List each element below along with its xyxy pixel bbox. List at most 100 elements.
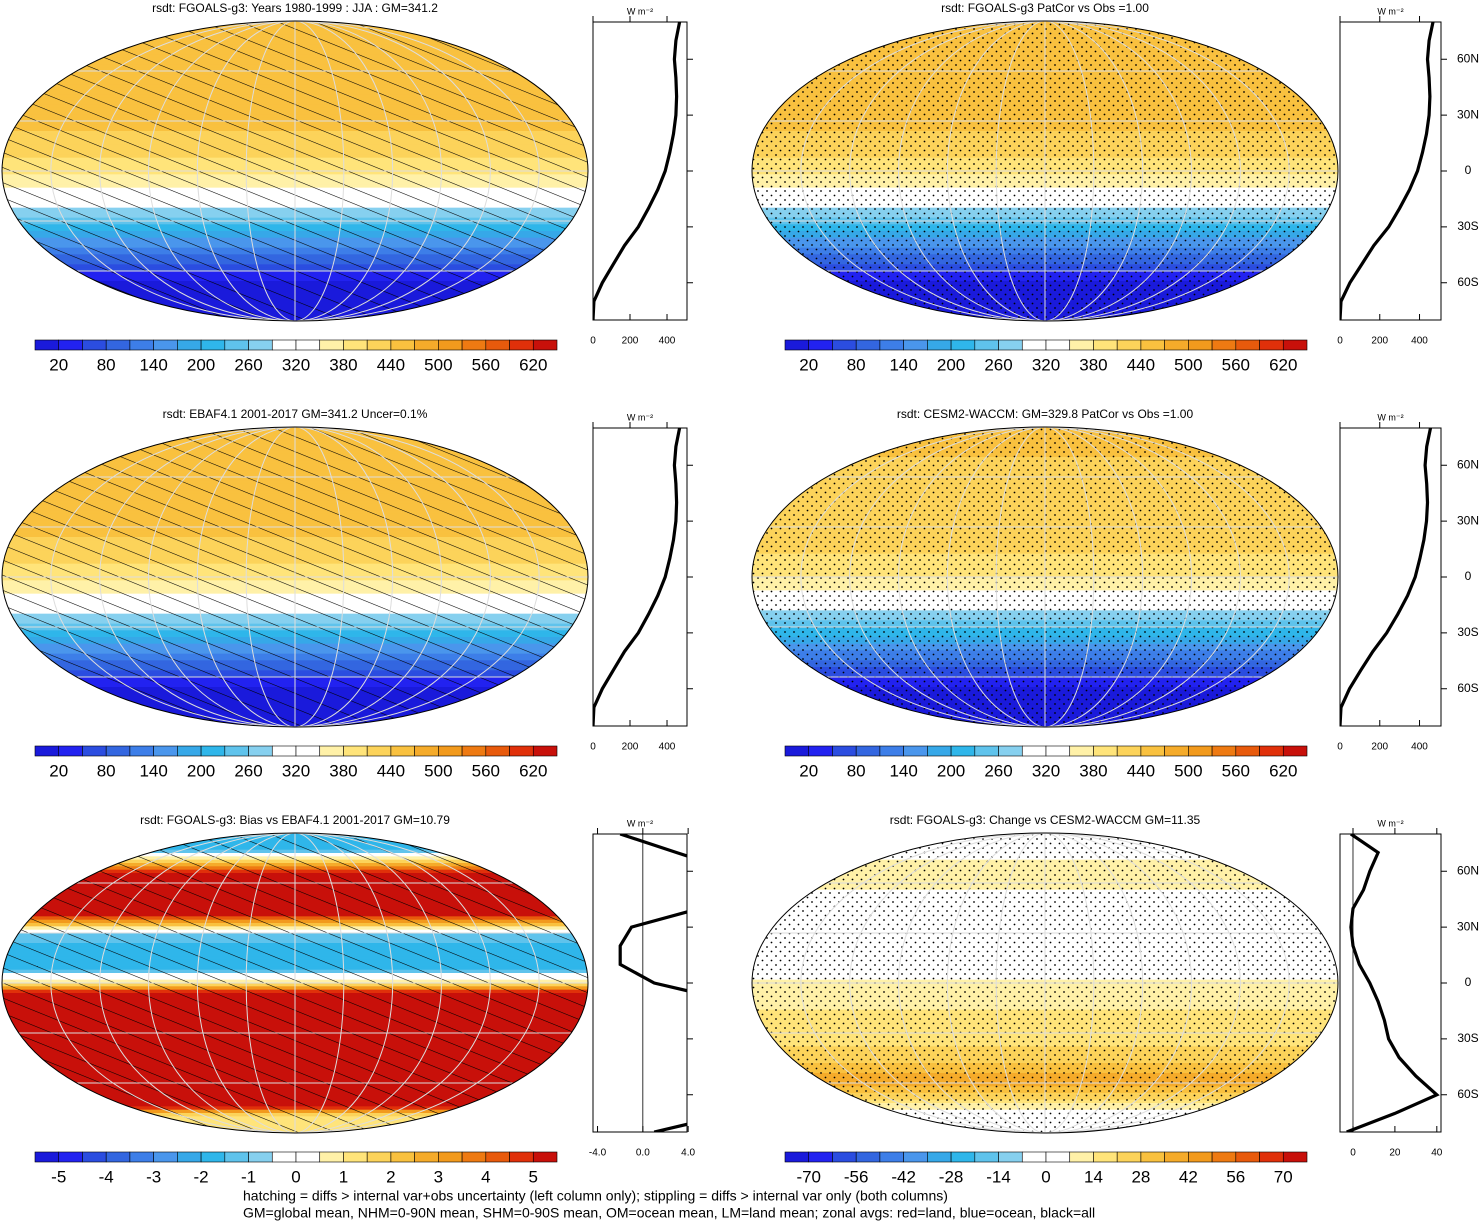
colorbar-box [532, 1151, 558, 1163]
colorbar-label: 3 [434, 1167, 443, 1186]
colorbar-box [903, 745, 928, 757]
y-tick-label: 60N [1457, 457, 1479, 471]
colorbar-box [1140, 339, 1165, 351]
colorbar-box [998, 339, 1023, 351]
colorbar-label: -2 [194, 1167, 209, 1186]
colorbar-box [1069, 339, 1094, 351]
meridian [245, 427, 345, 727]
colorbar-box [105, 1151, 131, 1163]
colorbar-box [177, 1151, 202, 1163]
colorbar-box [461, 339, 487, 351]
meridian [800, 21, 1290, 321]
zonal-mean-line [1340, 428, 1433, 726]
x-tick-label: 200 [1371, 742, 1388, 753]
colorbar-label: 320 [282, 761, 310, 780]
colorbar-box [1021, 339, 1047, 351]
colorbar-box [248, 745, 273, 757]
colorbar-box [784, 339, 810, 351]
colorbar-box [1259, 745, 1284, 757]
meridian [898, 427, 1192, 727]
zonal-mean-line [618, 834, 687, 1132]
colorbar-label: 0 [1041, 1167, 1050, 1186]
colorbar-box [1188, 745, 1213, 757]
colorbar-box [414, 1151, 439, 1163]
colorbar-box [105, 339, 131, 351]
colorbar-box [1282, 339, 1308, 351]
colorbar-box [974, 1151, 999, 1163]
colorbar-box [319, 745, 344, 757]
colorbar-box [1140, 745, 1165, 757]
colorbar-box [509, 339, 534, 351]
map-outline [1, 426, 589, 728]
map-title: rsdt: FGOALS-g3: Years 1980-1999 : JJA :… [152, 1, 438, 15]
meridian [50, 21, 540, 321]
colorbar-label: 620 [1269, 355, 1297, 374]
meridian [196, 833, 394, 1133]
colorbar-label: 320 [282, 355, 310, 374]
colorbar-label: 440 [1127, 355, 1155, 374]
map [752, 21, 1338, 321]
colorbar-label: 20 [49, 355, 68, 374]
profile-frame [592, 21, 688, 321]
x-tick-label: 20 [1389, 1148, 1401, 1159]
colorbar-label: 500 [424, 355, 452, 374]
colorbar-label: -56 [844, 1167, 869, 1186]
colorbar-label: 260 [984, 355, 1012, 374]
colorbar-box [343, 745, 368, 757]
colorbar-label: 56 [1226, 1167, 1245, 1186]
meridian [898, 833, 1192, 1133]
y-tick-label: 60N [1457, 863, 1479, 877]
colorbar-label: 500 [1174, 761, 1202, 780]
x-tick-label: 200 [622, 742, 639, 753]
y-tick-label: 30S [1457, 625, 1478, 639]
colorbar-box [1282, 745, 1308, 757]
colorbar-label: 28 [1131, 1167, 1150, 1186]
x-tick-label: 200 [622, 336, 639, 347]
colorbar-label: -1 [241, 1167, 256, 1186]
colorbar-box [950, 745, 976, 757]
zonal-mean-line [593, 22, 682, 320]
x-tick-label: 0.0 [636, 1148, 650, 1159]
colorbar-box [1164, 745, 1189, 757]
colorbar-label: 14 [1084, 1167, 1103, 1186]
x-tick-label: 0 [1337, 336, 1343, 347]
colorbar-box [366, 1151, 392, 1163]
map-outline [751, 832, 1339, 1134]
colorbar-box [808, 1151, 833, 1163]
colorbar-box [855, 745, 881, 757]
colorbar-box [509, 1151, 534, 1163]
colorbar-box [532, 339, 558, 351]
x-tick-label: 400 [659, 742, 676, 753]
colorbar-label: 80 [97, 355, 116, 374]
colorbar-box [58, 1151, 83, 1163]
x-tick-label: 400 [659, 336, 676, 347]
colorbar-label: 200 [937, 355, 965, 374]
colorbar-box [248, 339, 273, 351]
colorbar-box [1045, 745, 1071, 757]
colorbar-box [200, 1151, 226, 1163]
colorbar-box [485, 745, 510, 757]
colorbar-box [414, 745, 439, 757]
colorbar-box [1021, 745, 1047, 757]
meridian [196, 427, 394, 727]
colorbar-box [998, 1151, 1023, 1163]
colorbar-box [271, 745, 297, 757]
colorbar-box [34, 745, 60, 757]
colorbar-box [438, 1151, 463, 1163]
colorbar-box [879, 745, 904, 757]
colorbar-box [153, 339, 178, 351]
colorbar-box [927, 339, 952, 351]
zonal-mean-line [1340, 22, 1435, 320]
meridian [50, 427, 540, 727]
colorbar-box [34, 339, 60, 351]
meridian [800, 427, 1290, 727]
colorbar-box [200, 745, 226, 757]
colorbar-label: 5 [529, 1167, 538, 1186]
colorbar-box [1235, 745, 1260, 757]
meridian [946, 427, 1144, 727]
map-title: rsdt: CESM2-WACCM: GM=329.8 PatCor vs Ob… [897, 407, 1194, 421]
colorbar-box [461, 745, 487, 757]
unit-label: W m⁻² [627, 412, 653, 422]
colorbar-box [438, 339, 463, 351]
